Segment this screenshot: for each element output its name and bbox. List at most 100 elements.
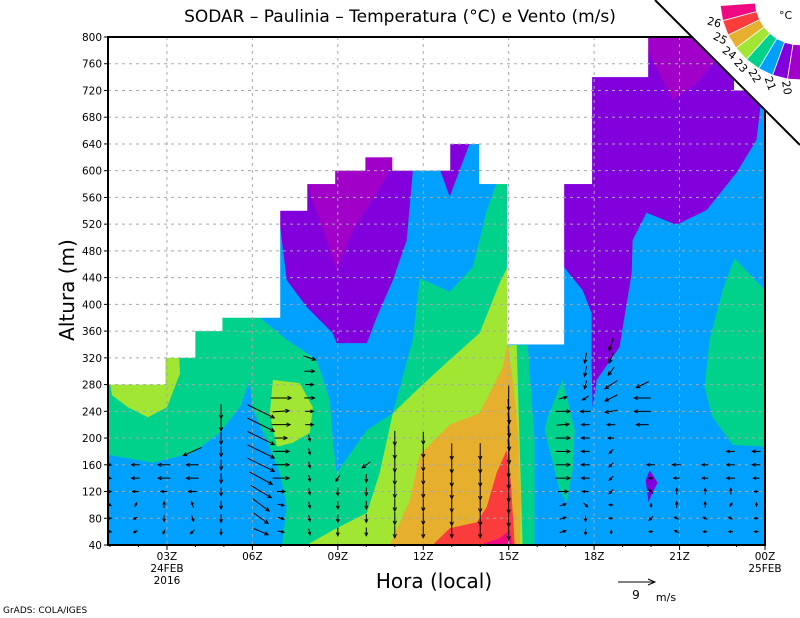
wind-vector <box>130 476 140 481</box>
wind-vector <box>307 448 312 456</box>
wind-vector-head <box>580 476 585 481</box>
wind-vector-head <box>478 521 483 527</box>
wind-vector-shaft <box>250 484 272 499</box>
wind-vector-head <box>219 531 223 536</box>
no-data-region <box>563 37 593 185</box>
wind-vector <box>583 352 588 365</box>
wind-vector <box>645 462 656 467</box>
wind-vector-head <box>700 476 706 480</box>
wind-vector-head <box>725 462 731 467</box>
wind-vector <box>162 515 166 523</box>
wind-vector-head <box>673 516 678 520</box>
wind-vector <box>729 487 733 495</box>
wind-vector-head <box>580 436 585 441</box>
wind-vector <box>555 435 572 441</box>
wind-vector <box>674 500 679 508</box>
wind-vector-head <box>307 438 312 443</box>
wind-vector-head <box>478 533 483 539</box>
wind-vector <box>189 529 195 535</box>
wind-vector <box>555 449 572 454</box>
wind-vector-head <box>307 491 312 496</box>
wind-vector-shaft <box>507 398 510 424</box>
wind-vector-head <box>285 462 291 467</box>
wind-vector <box>703 500 707 508</box>
wind-vector-head <box>307 531 312 536</box>
plot-frame <box>107 36 766 546</box>
wind-vector-head <box>421 493 426 499</box>
wind-vector-head <box>566 409 572 414</box>
wind-vector <box>608 338 614 352</box>
wind-vector-shaft <box>183 446 203 456</box>
wind-vector-head <box>506 536 511 541</box>
wind-vector-head <box>218 452 224 458</box>
wind-vector-head <box>725 476 731 481</box>
wind-vector-shaft <box>303 355 316 361</box>
wind-vector-shaft <box>604 409 618 413</box>
wind-vector <box>609 529 613 535</box>
wind-vector <box>219 500 224 511</box>
wind-vector <box>247 444 276 459</box>
wind-vector <box>580 422 590 427</box>
reference-arrowhead <box>647 578 657 586</box>
wind-vector-shaft <box>361 461 371 469</box>
wind-vector-head <box>700 463 706 467</box>
wind-vector <box>647 476 654 480</box>
y-tick-label: 680 <box>82 112 102 124</box>
wind-vector-head <box>449 533 454 539</box>
wind-vector-shaft <box>252 498 270 512</box>
wind-vector <box>608 489 614 495</box>
wind-vector-head <box>280 516 286 521</box>
contour-band-23-24 <box>269 379 313 447</box>
wind-vector-head <box>580 462 585 467</box>
wind-vector <box>671 462 681 467</box>
wind-vector <box>580 462 590 467</box>
wind-vector <box>558 395 569 400</box>
wind-vector-head <box>270 454 276 459</box>
wind-vector-head <box>566 462 572 467</box>
wind-vector-head <box>191 518 195 523</box>
wind-vector-head <box>604 397 610 402</box>
contour-band-25-26 <box>432 450 515 545</box>
wind-vector-head <box>604 384 610 390</box>
wind-vector <box>583 528 588 536</box>
wind-vector-head <box>607 371 612 377</box>
wind-vector <box>218 418 224 432</box>
wind-vector <box>307 501 312 510</box>
wind-vector <box>272 408 291 414</box>
wind-vector-head <box>392 520 397 526</box>
wind-vector <box>274 435 289 441</box>
wind-vector-head <box>581 396 586 401</box>
y-tick-label: 40 <box>89 540 102 552</box>
wind-vector <box>253 528 270 536</box>
wind-vector-head <box>583 385 588 390</box>
wind-vector <box>555 475 572 481</box>
wind-vector <box>725 449 735 454</box>
wind-vector <box>421 512 426 526</box>
wind-vector <box>307 528 312 536</box>
wind-vector <box>218 473 224 485</box>
wind-vector-shaft <box>247 444 275 459</box>
wind-vector-head <box>162 518 166 523</box>
wind-vector <box>272 449 291 454</box>
wind-vector-head <box>132 530 137 534</box>
wind-vector-head <box>608 346 613 352</box>
no-data-region <box>591 37 649 78</box>
wind-vector-head <box>162 531 166 535</box>
wind-vector <box>219 514 224 524</box>
wind-vector <box>307 461 312 469</box>
x-tick-label: 21Z <box>669 551 690 563</box>
y-tick-label: 400 <box>82 299 102 311</box>
wind-vector-head <box>603 409 610 414</box>
wind-vector <box>725 462 735 467</box>
wind-vector-head <box>702 516 706 520</box>
wind-vector-head <box>218 414 224 420</box>
wind-vector-head <box>286 422 292 427</box>
wind-vector-head <box>219 518 224 524</box>
wind-vector <box>307 434 312 443</box>
y-tick-label: 80 <box>89 513 102 525</box>
y-tick-label: 480 <box>82 246 102 258</box>
wind-vector-shaft <box>584 380 588 389</box>
wind-vector-head <box>566 475 572 481</box>
wind-vector-head <box>307 478 312 483</box>
